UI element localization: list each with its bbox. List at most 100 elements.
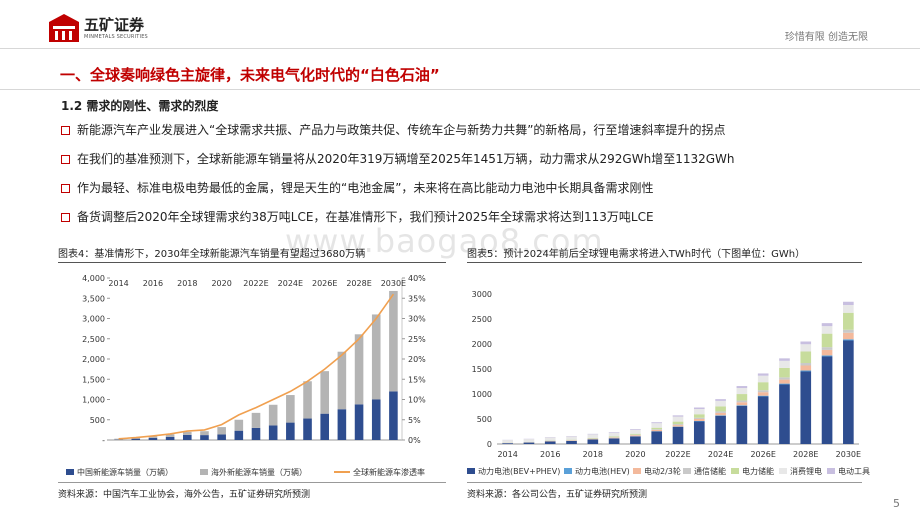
y2-tick-label: 40% — [408, 274, 426, 283]
x-tick-label: 2026E — [312, 279, 337, 288]
bar-grid-storage — [672, 421, 684, 425]
source-left: 资料来源：中国汽车工业协会，海外公告，五矿证券研究所预测 — [58, 490, 311, 500]
bar-consumer — [544, 437, 556, 441]
bar-bev-phev — [715, 416, 726, 444]
y-tick-label: 500 — [90, 416, 105, 425]
chart-left-bottom-rule — [58, 482, 446, 483]
bar-telecom-storage — [693, 417, 705, 419]
bar-grid-storage — [587, 437, 599, 439]
bar-power-tools — [736, 386, 748, 389]
bar-consumer — [566, 436, 577, 440]
bullet-item: 新能源汽车产业发展进入“全球需求共振、产品力与政策共促、传统车企与新势力共舞”的… — [61, 123, 735, 152]
bar-china — [200, 435, 209, 440]
bar-2-3-wheel — [715, 412, 726, 416]
company-logo — [49, 14, 79, 42]
bar-power-tools — [779, 358, 790, 361]
bar-telecom-storage — [672, 424, 684, 426]
bar-consumer — [736, 388, 748, 395]
bar-overseas — [286, 395, 295, 423]
bar-telecom-storage — [821, 347, 833, 350]
legend-china: 中国新能源车销量（万辆） — [66, 467, 173, 478]
y2-tick-label: 30% — [408, 315, 426, 324]
bar-2-3-wheel — [630, 435, 641, 437]
bar-bev-phev — [843, 340, 854, 444]
bar-power-tools — [821, 323, 833, 327]
bar-overseas — [200, 431, 209, 436]
bar-china — [389, 391, 398, 440]
bar-hev — [736, 405, 748, 406]
bar-china — [320, 413, 329, 440]
bar-telecom-storage — [757, 390, 769, 393]
x-tick-label: 2024E — [708, 450, 733, 459]
bar-china — [234, 430, 244, 440]
y-tick-label: 0 — [487, 440, 492, 449]
bar-consumer — [523, 439, 535, 442]
bar-2-3-wheel — [672, 425, 684, 427]
section-title: 一、全球奏响绿色主旋律，未来电气化时代的“白色石油” — [60, 66, 440, 84]
bar-china — [354, 404, 364, 440]
x-tick-label: 2022E — [243, 279, 268, 288]
bar-consumer — [502, 440, 513, 443]
bar-consumer — [651, 423, 663, 428]
bar-hev — [693, 421, 705, 422]
legend-line — [334, 471, 350, 473]
bar-consumer — [715, 400, 726, 407]
x-tick-label: 2020 — [211, 279, 231, 288]
title-divider — [0, 89, 920, 90]
bar-2-3-wheel — [800, 365, 812, 371]
bar-2-3-wheel — [821, 349, 833, 356]
bar-overseas — [234, 419, 244, 431]
chart-right-top-rule — [467, 262, 862, 263]
company-name-en: MINMETALS SECURITIES — [84, 34, 148, 40]
bar-bev-phev — [672, 427, 684, 444]
bar-power-tools — [587, 433, 599, 435]
bar-bev-phev — [651, 431, 663, 444]
bar-grid-storage — [757, 382, 769, 391]
bar-power-tools — [651, 422, 663, 424]
bar-grid-storage — [843, 312, 854, 330]
bar-telecom-storage — [651, 429, 663, 430]
legend-penetration: 全球新能源车渗透率 — [334, 467, 425, 478]
x-tick-label: 2022E — [665, 450, 690, 459]
x-tick-label: 2014 — [108, 279, 128, 288]
bullet-item: 作为最轻、标准电极电势最低的金属，锂是天生的“电池金属”，未来将在高比能动力电池… — [61, 181, 735, 210]
bar-bev-phev — [523, 442, 535, 444]
y2-tick-label: 25% — [408, 335, 426, 344]
legend-tools: 电动工具 — [827, 466, 870, 477]
bar-bev-phev — [566, 441, 577, 444]
bar-bev-phev — [587, 439, 599, 444]
bar-telecom-storage — [736, 400, 748, 403]
company-name: 五矿证券 — [84, 16, 145, 34]
bar-2-3-wheel — [608, 437, 620, 439]
x-tick-label: 2028E — [793, 450, 818, 459]
y-tick-label: 2,500 — [82, 335, 105, 344]
y-tick-label: 3000 — [472, 290, 492, 299]
bar-consumer — [757, 375, 769, 383]
bar-power-tools — [630, 429, 641, 430]
bar-telecom-storage — [843, 329, 854, 333]
bar-bev-phev — [693, 421, 705, 444]
bar-consumer — [587, 434, 599, 438]
subsection-title: 1.2 需求的刚性、需求的烈度 — [61, 99, 219, 113]
bar-overseas — [183, 431, 192, 435]
bar-overseas — [371, 314, 381, 400]
line-penetration — [118, 293, 395, 440]
chart-right: 3000 2500 2000 1500 1000 500 0 2014 2016 2018 2020… — [472, 290, 861, 459]
bullet-item: 在我们的基准预测下，全球新能源车销量将从2020年319万辆增至2025年145… — [61, 152, 735, 181]
bar-china — [131, 438, 141, 440]
bar-china — [268, 425, 278, 440]
bullet-item: 备货调整后2020年全球锂需求约38万吨LCE，在基准情形下，我们预计2025年… — [61, 210, 735, 239]
bar-telecom-storage — [630, 434, 641, 436]
bar-china — [303, 418, 312, 440]
y2-tick-label: 15% — [408, 375, 426, 384]
y2-tick-label: 35% — [408, 294, 426, 303]
watermark: www.baogao8.com — [285, 222, 604, 260]
bar-2-3-wheel — [779, 379, 790, 384]
x-tick-label: 2018 — [583, 450, 603, 459]
chart-right-title: 图表5：预计2024年前后全球锂电需求将进入TWh时代（下图单位：GWh） — [467, 249, 806, 260]
bar-overseas — [337, 351, 347, 410]
x-tick-label: 2030E — [381, 279, 406, 288]
header-divider — [0, 48, 920, 49]
bar-grid-storage — [630, 433, 641, 435]
y-tick-label: 3,000 — [82, 315, 105, 324]
